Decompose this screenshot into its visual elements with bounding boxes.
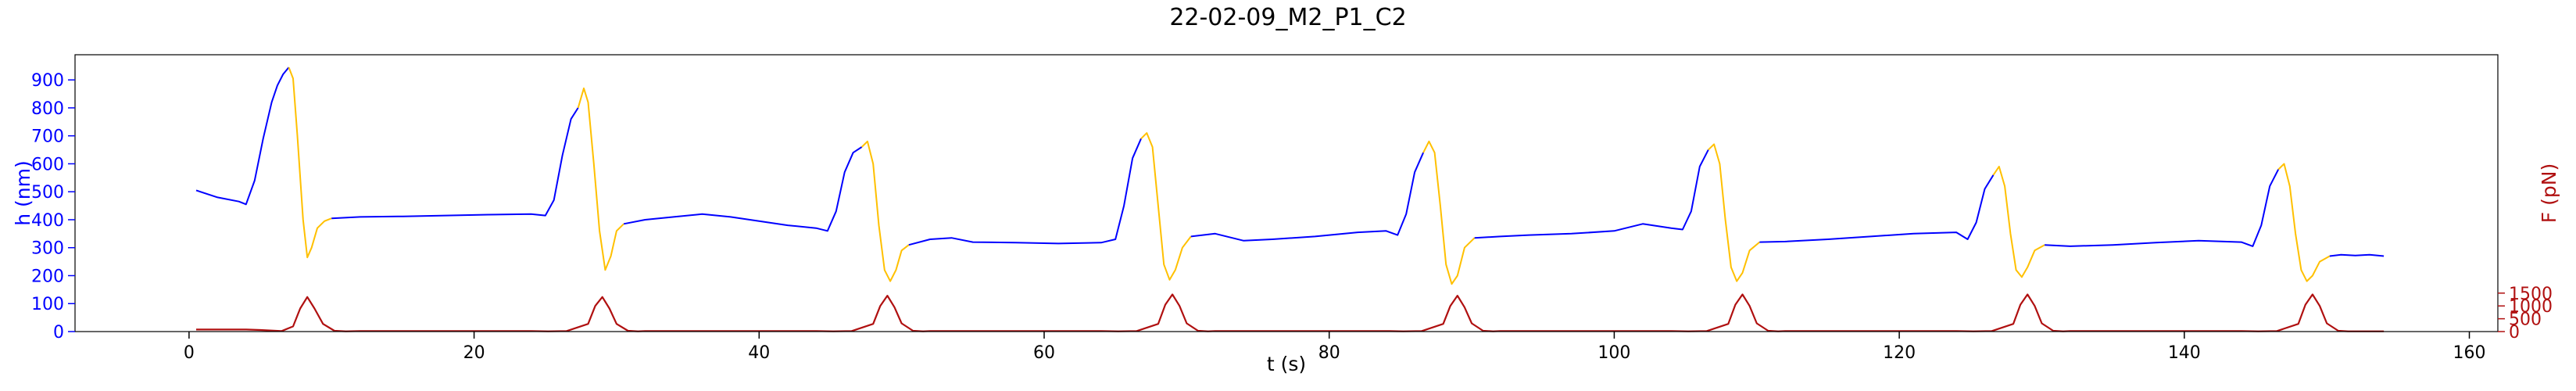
y-right-tick-label: 1000 <box>2509 297 2553 317</box>
height-series-line-1 <box>288 66 332 259</box>
height-series-line-6 <box>908 138 1142 246</box>
y-right-tick-label: 1500 <box>2509 285 2553 304</box>
force-series-line-17 <box>196 293 2385 332</box>
x-tick-label: 0 <box>184 343 195 363</box>
height-series-line-5 <box>860 140 910 282</box>
x-tick-label: 140 <box>2168 343 2201 363</box>
height-series-line-3 <box>577 87 624 271</box>
y-left-tick-label: 500 <box>31 183 64 203</box>
height-series-line-0 <box>195 66 290 206</box>
height-series-line-8 <box>1190 152 1425 242</box>
y-right-tick-label: 0 <box>2509 323 2520 343</box>
height-series-line-9 <box>1422 140 1476 285</box>
y-left-tick-label: 0 <box>53 323 64 343</box>
y-right-tick-label: 500 <box>2509 310 2542 330</box>
height-series-line-14 <box>2045 169 2280 247</box>
height-series-line-15 <box>2277 163 2331 282</box>
y-left-tick-label: 400 <box>31 211 64 231</box>
chart-title: 22-02-09_M2_P1_C2 <box>1169 4 1406 31</box>
height-series-line-16 <box>2329 253 2385 257</box>
height-series-line-11 <box>1708 143 1761 282</box>
y-left-tick-label: 900 <box>31 71 64 91</box>
y-left-tick-label: 800 <box>31 99 64 119</box>
x-axis-label: t (s) <box>1267 353 1306 375</box>
y-left-tick-label: 300 <box>31 239 64 259</box>
y-axis-label-left: h (nm) <box>12 160 34 226</box>
plot-layer <box>195 66 2385 332</box>
y-left-tick-label: 200 <box>31 267 64 286</box>
axes-layer: 0 20 40 60 80 100 120 140 160 0 100 200 300 400 500 600… <box>31 71 2553 363</box>
height-series-line-13 <box>1992 166 2045 278</box>
plot-frame <box>74 54 2499 332</box>
x-tick-label: 80 <box>1318 343 1340 363</box>
height-series-line-7 <box>1140 132 1192 281</box>
x-tick-label: 40 <box>748 343 770 363</box>
x-tick-label: 160 <box>2453 343 2486 363</box>
y-left-tick-label: 600 <box>31 155 64 174</box>
x-tick-label: 100 <box>1597 343 1630 363</box>
y-left-tick-label: 700 <box>31 127 64 147</box>
x-tick-label: 60 <box>1033 343 1055 363</box>
height-series-line-10 <box>1474 149 1709 239</box>
x-tick-label: 120 <box>1883 343 1916 363</box>
height-series-line-12 <box>1759 174 1995 243</box>
y-left-tick-label: 100 <box>31 295 64 314</box>
x-tick-label: 20 <box>463 343 485 363</box>
height-series-line-4 <box>623 146 863 232</box>
height-series-line-2 <box>331 107 579 220</box>
y-axis-label-right: F (pN) <box>2538 163 2560 223</box>
